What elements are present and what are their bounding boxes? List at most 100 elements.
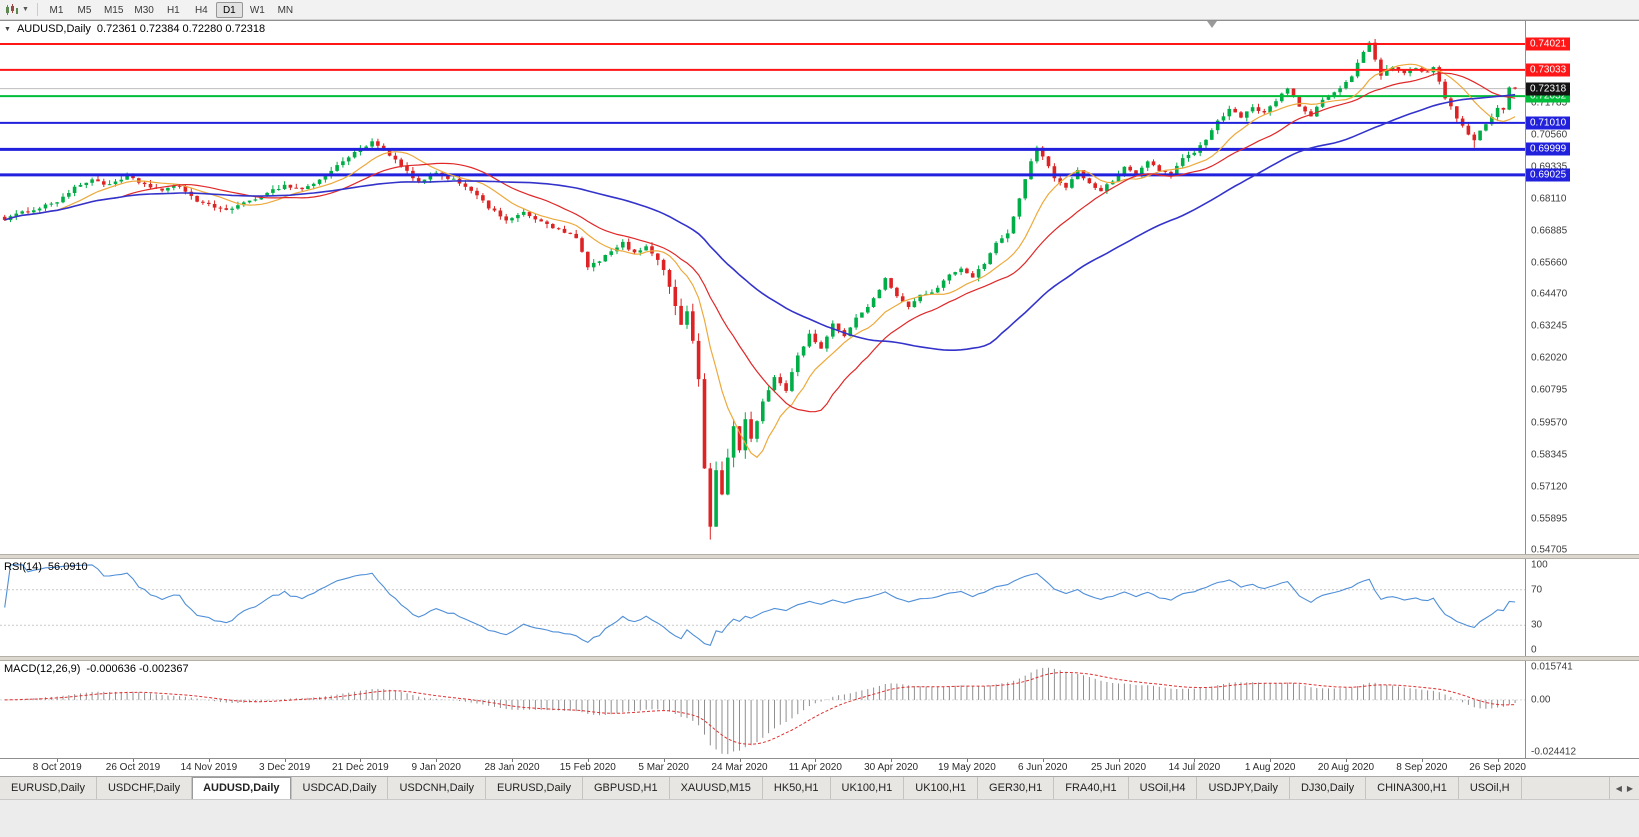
time-axis-label: 1 Aug 2020 bbox=[1244, 762, 1296, 773]
chart-type-dropdown-icon[interactable]: ▼ bbox=[22, 6, 29, 13]
chart-tab-china300-h1[interactable]: CHINA300,H1 bbox=[1366, 777, 1459, 799]
tabs-scroll-right-icon[interactable]: ▶ bbox=[1626, 783, 1633, 793]
time-axis-tick bbox=[436, 759, 438, 762]
rsi-axis-tick: 30 bbox=[1531, 619, 1543, 631]
timeframe-button-w1[interactable]: W1 bbox=[249, 4, 265, 16]
time-axis-label: 8 Sep 2020 bbox=[1396, 762, 1448, 773]
time-axis-label: 9 Jan 2020 bbox=[411, 762, 461, 773]
chart-tab-eurusd-daily[interactable]: EURUSD,Daily bbox=[486, 777, 583, 799]
macd-panel: MACD(12,26,9) -0.000636 -0.002367 0.0157… bbox=[0, 661, 1639, 758]
price-axis-tick: 0.68110 bbox=[1531, 193, 1567, 205]
macd-panel-divider[interactable] bbox=[0, 656, 1639, 661]
chart-tab-usdcad-daily[interactable]: USDCAD,Daily bbox=[292, 777, 389, 799]
price-axis-tick: 0.57120 bbox=[1531, 481, 1568, 493]
timeframe-button-h1[interactable]: H1 bbox=[166, 4, 180, 16]
macd-plot[interactable]: MACD(12,26,9) -0.000636 -0.002367 bbox=[0, 661, 1525, 758]
timeframe-button-mn[interactable]: MN bbox=[277, 4, 294, 16]
macd-axis: 0.015741 0.00 -0.024412 bbox=[1525, 661, 1639, 758]
time-axis-label: 14 Jul 2020 bbox=[1168, 762, 1221, 773]
chart-tab-usdjpy-daily[interactable]: USDJPY,Daily bbox=[1197, 777, 1290, 799]
chart-tab-usoil-h4[interactable]: USOil,H4 bbox=[1129, 777, 1198, 799]
period-toolbar: ▼ M1 M5 M15 M30 H1 H4 D1 W1 MN bbox=[0, 0, 1639, 20]
macd-canvas[interactable] bbox=[0, 661, 1525, 758]
price-axis-tick: 0.69335 bbox=[1531, 161, 1568, 173]
chart-tab-usdchf-daily[interactable]: USDCHF,Daily bbox=[97, 777, 193, 799]
ohlc-values-label: 0.72361 0.72384 0.72280 0.72318 bbox=[96, 23, 266, 35]
timeframe-button-h4[interactable]: H4 bbox=[194, 4, 208, 16]
time-axis-label: 20 Aug 2020 bbox=[1317, 762, 1375, 773]
price-axis-tick: 0.54705 bbox=[1531, 544, 1568, 554]
price-axis-tick: 0.60795 bbox=[1531, 384, 1568, 396]
chart-tab-xauusd-m15[interactable]: XAUUSD,M15 bbox=[670, 777, 763, 799]
time-axis-label: 26 Oct 2019 bbox=[105, 762, 161, 773]
time-axis-tick bbox=[133, 759, 134, 762]
time-axis-tick bbox=[57, 759, 59, 762]
rsi-canvas[interactable] bbox=[0, 559, 1525, 656]
time-axis-label: 15 Feb 2020 bbox=[559, 762, 616, 773]
timeframe-button-d1[interactable]: D1 bbox=[215, 1, 243, 18]
chart-shift-marker[interactable] bbox=[1207, 21, 1217, 28]
time-axis-label: 30 Apr 2020 bbox=[864, 762, 919, 773]
chart-tab-gbpusd-h1[interactable]: GBPUSD,H1 bbox=[583, 777, 670, 799]
chart-tab-fra40-h1[interactable]: FRA40,H1 bbox=[1054, 777, 1129, 799]
symbol-period-label: AUDUSD,Daily bbox=[16, 23, 91, 35]
time-axis-label: 11 Apr 2020 bbox=[788, 762, 842, 773]
time-axis-tick bbox=[512, 759, 513, 762]
time-axis-tick bbox=[360, 759, 362, 762]
chart-tab-usdcnh-daily[interactable]: USDCNH,Daily bbox=[388, 777, 487, 799]
chart-tab-dj30-daily[interactable]: DJ30,Daily bbox=[1290, 777, 1367, 799]
time-axis-label: 21 Dec 2019 bbox=[332, 762, 389, 773]
rsi-axis-tick: 0 bbox=[1531, 644, 1537, 656]
time-axis-label: 3 Dec 2019 bbox=[259, 762, 311, 773]
collapse-subwindows-icon[interactable]: ▼ bbox=[4, 25, 11, 33]
price-axis-tick: 0.58345 bbox=[1531, 449, 1568, 461]
price-plot[interactable]: ▼ AUDUSD,Daily 0.72361 0.72384 0.72280 0… bbox=[0, 21, 1525, 554]
timeframe-button-m1[interactable]: M1 bbox=[49, 4, 64, 16]
rsi-axis-tick: 100 bbox=[1531, 559, 1548, 571]
chart-tab-audusd-daily[interactable]: AUDUSD,Daily bbox=[192, 777, 292, 799]
horizontal-lines-layer bbox=[0, 43, 1525, 177]
chart-tab-hk50-h1[interactable]: HK50,H1 bbox=[763, 777, 831, 799]
hline-price-badge: 0.69025 bbox=[1526, 168, 1571, 182]
candlestick-canvas[interactable] bbox=[0, 21, 1525, 554]
time-axis-label: 25 Jun 2020 bbox=[1090, 762, 1147, 773]
rsi-axis: 100 70 30 0 bbox=[1525, 559, 1639, 656]
time-axis-tick bbox=[663, 759, 665, 762]
chart-info: ▼ AUDUSD,Daily 0.72361 0.72384 0.72280 0… bbox=[4, 23, 265, 35]
time-axis-tick bbox=[208, 759, 210, 762]
price-axis-tick: 0.64470 bbox=[1531, 288, 1568, 300]
timeframe-buttons: M1 M5 M15 M30 H1 H4 D1 W1 MN bbox=[43, 1, 299, 18]
price-axis-tick: 0.62020 bbox=[1531, 352, 1568, 364]
timeframe-button-m5[interactable]: M5 bbox=[77, 4, 92, 16]
chart-tab-eurusd-daily[interactable]: EURUSD,Daily bbox=[0, 777, 97, 799]
chart-tab-uk100-h1[interactable]: UK100,H1 bbox=[831, 777, 905, 799]
time-axis-tick bbox=[1497, 759, 1499, 762]
price-axis-tick: 0.66885 bbox=[1531, 225, 1568, 237]
timeframe-button-m15[interactable]: M15 bbox=[103, 4, 124, 16]
price-axis-tick: 0.55895 bbox=[1531, 513, 1568, 525]
price-axis-tick: 0.59570 bbox=[1531, 417, 1568, 428]
chart-tab-usoil-h[interactable]: USOil,H bbox=[1459, 777, 1522, 799]
rsi-panel: RSI(14) 56.0910 100 70 30 0 bbox=[0, 559, 1639, 656]
time-axis-label: 5 Mar 2020 bbox=[638, 762, 689, 773]
chart-tab-ger30-h1[interactable]: GER30,H1 bbox=[978, 777, 1055, 799]
timeframe-button-m30[interactable]: M30 bbox=[134, 4, 154, 16]
time-axis-tick bbox=[1118, 759, 1120, 762]
chart-tab-bar: EURUSD,Daily USDCHF,Daily AUDUSD,Daily USDC… bbox=[0, 776, 1639, 799]
rsi-plot[interactable]: RSI(14) 56.0910 bbox=[0, 559, 1525, 656]
tabs-scroll-left-icon[interactable]: ◀ bbox=[1615, 783, 1622, 793]
rsi-axis-tick: 70 bbox=[1531, 584, 1543, 596]
chart-window: ▼ AUDUSD,Daily 0.72361 0.72384 0.72280 0… bbox=[0, 20, 1639, 776]
chart-type-icon[interactable] bbox=[3, 3, 21, 17]
chart-tabs: EURUSD,Daily USDCHF,Daily AUDUSD,Daily USDC… bbox=[0, 777, 1609, 799]
price-axis: 0.71785 0.70560 0.69335 0.68110 0.66885 0.656… bbox=[1525, 21, 1639, 554]
hline-price-badge: 0.74021 bbox=[1526, 37, 1571, 51]
rsi-value: 56.0910 bbox=[47, 561, 88, 573]
chart-tab-uk100-h1[interactable]: UK100,H1 bbox=[904, 777, 979, 799]
time-axis-tick bbox=[891, 759, 893, 762]
time-axis-label: 26 Sep 2020 bbox=[1469, 762, 1526, 773]
time-axis-tick bbox=[1194, 759, 1196, 762]
macd-info: MACD(12,26,9) -0.000636 -0.002367 bbox=[4, 663, 189, 675]
rsi-panel-divider[interactable] bbox=[0, 554, 1639, 559]
